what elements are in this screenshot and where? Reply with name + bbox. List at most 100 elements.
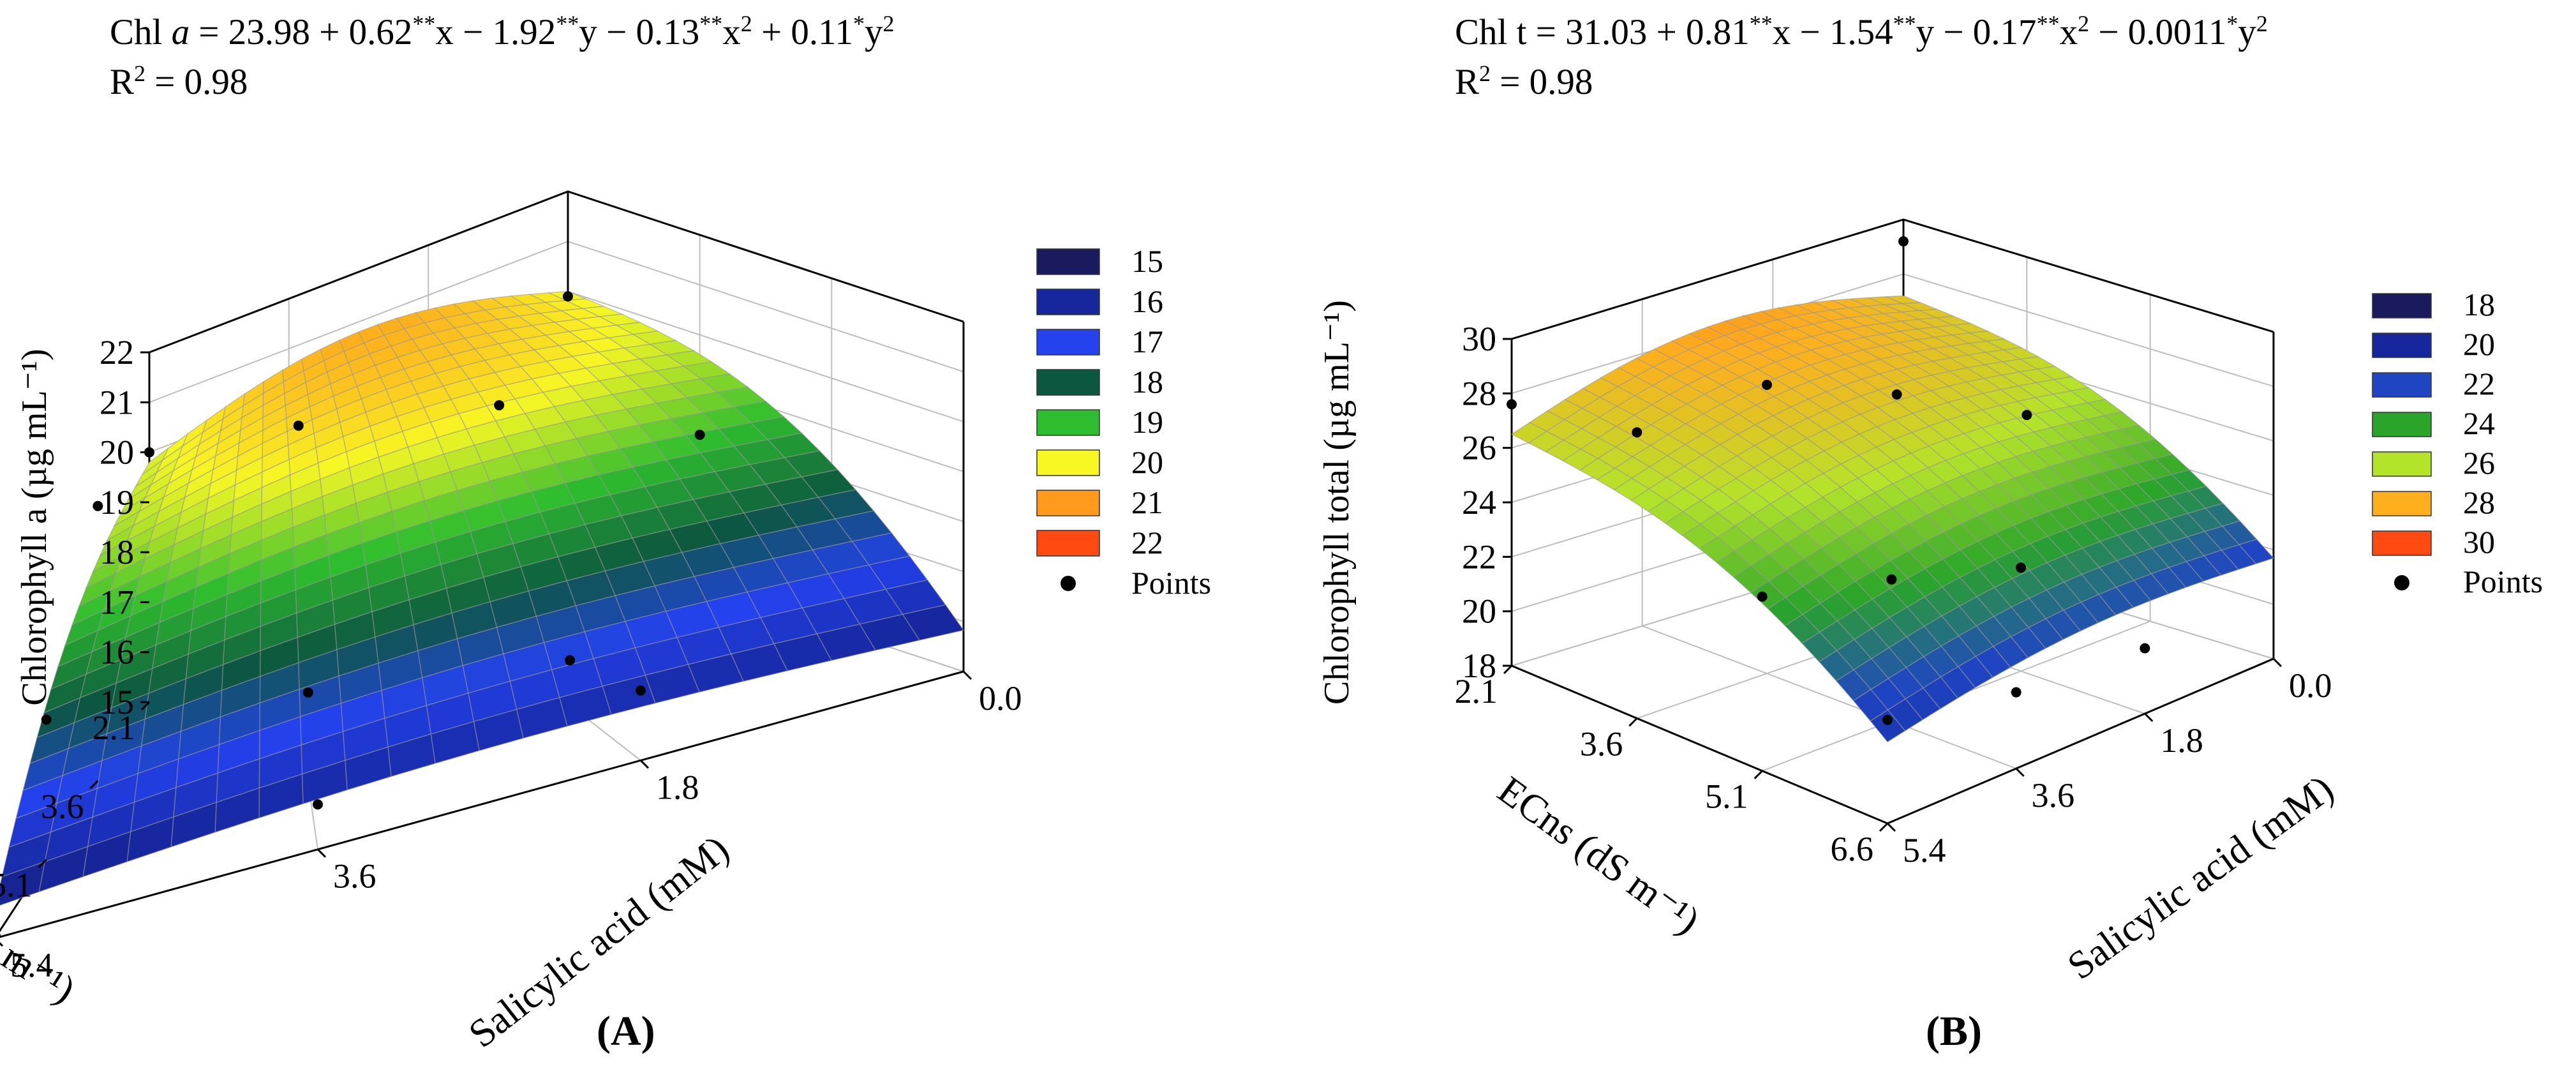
legend-swatch [1036,449,1100,476]
z-tick-label: 19 [100,483,134,521]
z-tick-label: 20 [100,433,134,472]
grid-line [149,241,569,403]
data-point [313,799,323,810]
data-point [2021,410,2032,421]
r-squared-b: R2 = 0.98 [1455,61,1593,102]
equation-b: Chl t = 31.03 + 0.81**x − 1.54**y − 0.17… [1455,11,2268,52]
grid-line [567,241,964,373]
z-tick-label: 18 [100,533,134,571]
z-ticks: 18 20 22 24 26 28 30 [1462,320,1512,685]
x-axis-label: ECns (dS m⁻¹) [1490,769,1708,943]
legend-label: 21 [1131,484,1163,520]
legend-points-marker [1061,576,1076,591]
legend-swatch [1036,248,1100,275]
y-axis-label: Salicylic acid (mM) [2060,767,2341,988]
y-tick [962,670,972,680]
legend-label: 17 [1131,324,1163,359]
y-tick [2015,767,2025,777]
legend-label: 30 [2463,524,2495,560]
data-point [41,714,52,725]
x-ticks: 2.13.65.16.6 [0,701,151,904]
y-tick-label: 5.4 [10,946,54,984]
z-tick-label: 22 [1462,537,1496,576]
z-tick-label: 22 [100,333,134,371]
x-tick-label: 2.1 [1455,672,1498,710]
x-tick-label: 5.1 [1705,777,1748,816]
legend-swatch [2372,491,2432,516]
data-point [1891,389,1902,400]
data-point [1762,379,1772,390]
legend-label: 16 [1131,283,1163,319]
y-tick [1886,822,1896,832]
x-tick-label: 2.1 [93,709,136,747]
z-tick-label: 26 [1462,429,1496,467]
legend-swatch [1036,490,1100,516]
data-point [563,291,573,302]
z-tick-label: 24 [1462,483,1496,521]
x-tick [1879,822,1889,832]
data-point [2140,643,2150,654]
y-tick-label: 1.8 [2160,721,2203,760]
grid-line [567,290,964,423]
legend-label: 18 [1131,364,1163,400]
y-ticks: 0.0 1.8 3.6 5.4 [0,670,1022,984]
legend-swatch [2372,293,2432,319]
y-tick [639,760,650,769]
r-squared-a: R2 = 0.98 [110,61,248,102]
legend-swatch [1036,409,1100,436]
equation-a: Chl a = 23.98 + 0.62**x − 1.92**y − 0.13… [110,11,895,52]
chart-a: 15 16 17 18 19 20 21 22 Chlorophyll a (µg mL⁻¹) 2… [0,190,1211,1056]
data-point [1507,399,1517,410]
x-tick [1503,664,1513,675]
z-axis-label: Chlorophyll a (µg mL⁻¹) [15,349,54,705]
legend-label: 26 [2463,445,2495,481]
legend-label: 24 [2463,405,2495,441]
y-tick [0,942,4,947]
data-point [1632,427,1642,438]
x-tick [38,859,47,868]
y-ticks: 0.0 1.8 3.6 5.4 [1886,657,2332,869]
data-point [302,687,313,698]
surface [0,290,965,906]
legend-label: 19 [1131,404,1163,440]
legend-points-label: Points [2463,564,2543,599]
x-tick [140,701,151,711]
y-tick [2272,657,2282,668]
z-tick-label: 20 [1462,592,1496,631]
data-point [1882,714,1893,725]
legend: 15 16 17 18 19 20 21 22 Points [1036,243,1211,601]
z-tick-label: 18 [1462,647,1496,685]
legend-swatch [2372,412,2432,437]
x-tick-label: 3.6 [1580,724,1623,763]
caption-a: (A) [597,1008,655,1054]
legend-label: 22 [2463,366,2495,401]
data-point [565,655,576,666]
x-tick-label: 6.6 [1831,830,1874,868]
surface-patch [0,860,46,906]
data-point [694,430,705,440]
x-tick [1753,770,1763,779]
data-point [93,500,103,511]
legend-swatch [2372,333,2432,358]
data-point [2011,687,2021,698]
data-point [1886,574,1897,585]
y-tick [316,848,327,858]
z-ticks: 15 16 17 18 19 20 21 22 [100,333,149,721]
y-tick-label: 3.6 [2032,776,2075,814]
data-points [1507,236,2150,725]
panel-b: Chl t = 31.03 + 0.81**x − 1.54**y − 0.17… [1288,0,2575,1073]
z-tick-label: 17 [100,583,134,621]
x-tick-label: 5.1 [0,866,33,904]
y-tick [2144,712,2154,723]
caption-b: (B) [1926,1008,1982,1054]
legend-label: 18 [2463,287,2495,322]
legend-points-label: Points [1131,565,1211,601]
x-tick-label: 3.6 [41,787,84,825]
legend-swatch [1036,329,1100,356]
y-axis-line [0,670,964,938]
y-tick-label: 3.6 [333,857,376,896]
y-tick-label: 5.4 [1903,831,1946,869]
data-point [293,420,304,431]
